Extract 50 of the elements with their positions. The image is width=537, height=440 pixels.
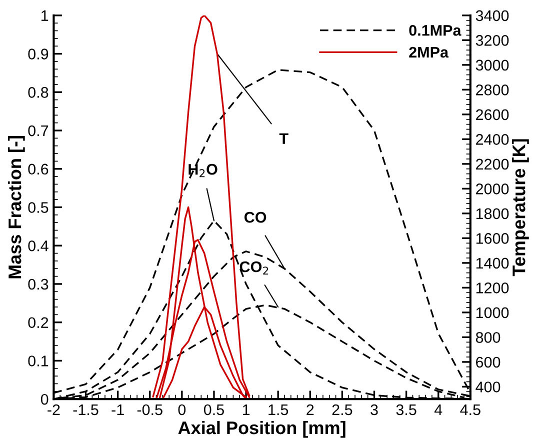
y2-tick-label: 1800: [476, 208, 509, 220]
y2-tick-label: 1200: [476, 282, 509, 294]
x-axis-title: Axial Position [mm]: [178, 420, 346, 438]
y2-tick-label: 3400: [476, 10, 509, 22]
x-tick-label: 1.5: [268, 404, 288, 416]
y2-tick-label: 3000: [476, 60, 509, 71]
y2-tick-label: 2200: [476, 158, 509, 170]
x-tick-label: 3.5: [396, 404, 416, 416]
y2-tick-label: 2000: [476, 184, 509, 194]
x-tick-label: -1: [112, 404, 124, 416]
legend-label: 2MPa: [409, 46, 449, 58]
y2-tick-label: 1600: [476, 233, 509, 244]
annotation: H$_{2}$O: [188, 164, 218, 178]
y-tick-label: 0.6: [28, 164, 48, 175]
x-tick-label: -0.5: [137, 404, 162, 416]
x-tick-label: -2: [48, 404, 60, 416]
y-tick-label: 0.2: [28, 317, 48, 328]
y-tick-label: 0: [40, 394, 48, 405]
y-tick-label: 0.3: [28, 278, 48, 290]
annotation: CO: [244, 212, 266, 223]
y2-tick-label: 600: [476, 356, 500, 368]
y-axis-title: Mass Fraction [-]: [8, 136, 25, 278]
y2-tick-label: 2600: [476, 109, 509, 120]
x-tick-label: 1: [242, 404, 250, 416]
y-tick-label: 0.1: [28, 356, 48, 366]
y2-tick-label: 3200: [476, 35, 509, 46]
annotation: T: [279, 133, 288, 144]
y2-axis-title: Temperature [K]: [512, 139, 529, 276]
y-tick-label: 0.8: [28, 87, 48, 98]
y-tick-label: 0.4: [28, 240, 48, 252]
y2-tick-label: 400: [476, 382, 500, 392]
x-tick-label: 4.5: [460, 404, 480, 416]
y2-tick-label: 1400: [476, 258, 509, 269]
y2-tick-label: 800: [476, 332, 500, 343]
y-tick-label: 0.9: [28, 48, 48, 60]
x-tick-label: 0: [178, 404, 186, 416]
x-tick-label: 3: [370, 404, 378, 416]
y-tick-label: 0.5: [28, 202, 48, 213]
y2-tick-label: 2800: [476, 84, 509, 96]
y2-tick-label: 2400: [476, 134, 509, 145]
y-tick-label: 0.7: [28, 125, 48, 136]
x-tick-label: 2.5: [332, 404, 352, 416]
x-tick-label: -1.5: [73, 404, 98, 416]
legend-label: 0.1MPa: [409, 24, 462, 36]
x-tick-label: 4: [434, 404, 442, 416]
x-tick-label: 0.5: [204, 404, 224, 416]
y-tick-label: 1: [42, 10, 48, 21]
y2-tick-label: 1000: [476, 307, 509, 318]
x-tick-label: 2: [306, 404, 314, 416]
annotation: CO$_{2}$: [240, 261, 268, 275]
